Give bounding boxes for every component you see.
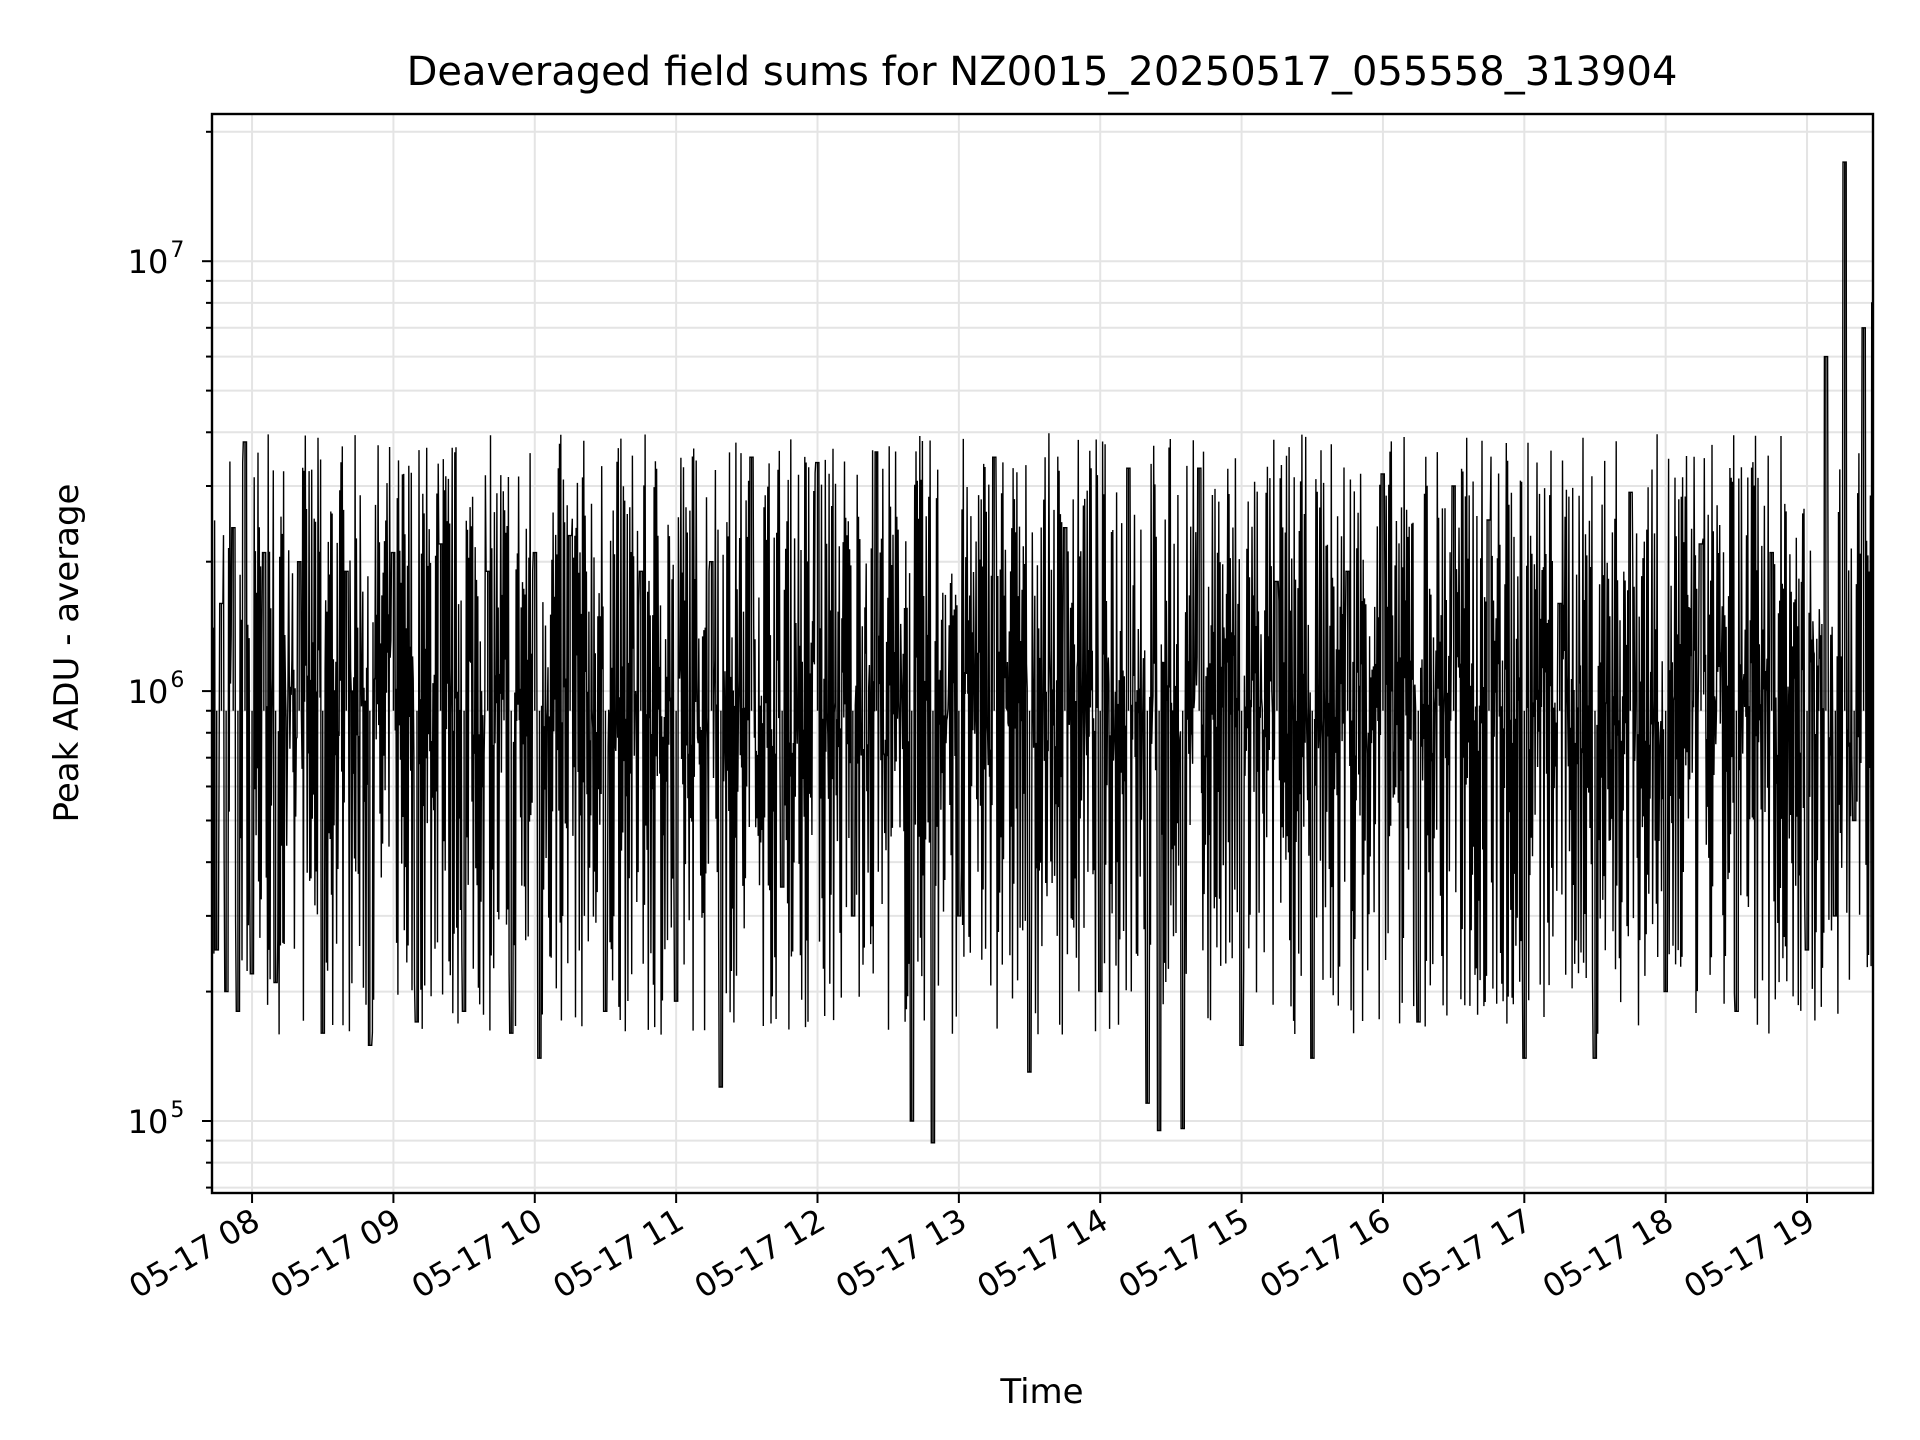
plot-area-frame xyxy=(210,112,1875,1195)
series-line xyxy=(212,161,1873,1144)
y-axis-label: Peak ADU - average xyxy=(47,484,87,823)
chart-title: Deaveraged field sums for NZ0015_2025051… xyxy=(407,49,1678,95)
data-series xyxy=(211,161,1874,1144)
x-axis-label: Time xyxy=(999,1372,1083,1412)
